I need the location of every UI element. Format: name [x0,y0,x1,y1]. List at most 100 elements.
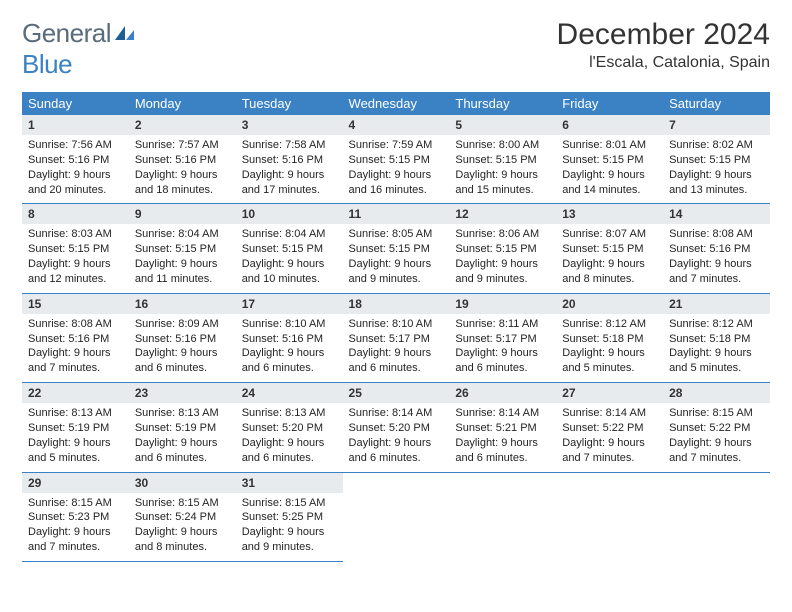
sunset-line: Sunset: 5:21 PM [455,421,550,436]
day-info: Sunrise: 8:13 AMSunset: 5:20 PMDaylight:… [236,403,343,471]
sunset-line: Sunset: 5:15 PM [562,153,657,168]
calendar-cell: 30Sunrise: 8:15 AMSunset: 5:24 PMDayligh… [129,472,236,561]
sunset-line: Sunset: 5:16 PM [28,153,123,168]
daylight-line: Daylight: 9 hours and 17 minutes. [242,168,337,198]
day-number: 14 [663,204,770,224]
day-number: 31 [236,473,343,493]
calendar-cell: 2Sunrise: 7:57 AMSunset: 5:16 PMDaylight… [129,115,236,204]
calendar-cell: 31Sunrise: 8:15 AMSunset: 5:25 PMDayligh… [236,472,343,561]
logo-part1: General [22,18,111,48]
day-number: 4 [343,115,450,135]
daylight-line: Daylight: 9 hours and 8 minutes. [135,525,230,555]
daylight-line: Daylight: 9 hours and 6 minutes. [242,346,337,376]
day-header-row: SundayMondayTuesdayWednesdayThursdayFrid… [22,92,770,115]
logo-text: GeneralBlue [22,18,135,80]
daylight-line: Daylight: 9 hours and 9 minutes. [242,525,337,555]
day-info: Sunrise: 8:14 AMSunset: 5:22 PMDaylight:… [556,403,663,471]
sunset-line: Sunset: 5:18 PM [669,332,764,347]
sunset-line: Sunset: 5:16 PM [28,332,123,347]
sunrise-line: Sunrise: 8:13 AM [242,406,337,421]
sunrise-line: Sunrise: 8:15 AM [28,496,123,511]
sunrise-line: Sunrise: 8:05 AM [349,227,444,242]
daylight-line: Daylight: 9 hours and 6 minutes. [455,436,550,466]
calendar-row: 8Sunrise: 8:03 AMSunset: 5:15 PMDaylight… [22,204,770,293]
calendar-cell: 7Sunrise: 8:02 AMSunset: 5:15 PMDaylight… [663,115,770,204]
sunrise-line: Sunrise: 7:57 AM [135,138,230,153]
day-info: Sunrise: 8:15 AMSunset: 5:22 PMDaylight:… [663,403,770,471]
day-number: 3 [236,115,343,135]
day-info: Sunrise: 8:12 AMSunset: 5:18 PMDaylight:… [663,314,770,382]
header: GeneralBlue December 2024 l'Escala, Cata… [22,18,770,80]
sunrise-line: Sunrise: 8:14 AM [455,406,550,421]
sunset-line: Sunset: 5:15 PM [562,242,657,257]
daylight-line: Daylight: 9 hours and 5 minutes. [562,346,657,376]
sunrise-line: Sunrise: 7:59 AM [349,138,444,153]
calendar-cell: 28Sunrise: 8:15 AMSunset: 5:22 PMDayligh… [663,383,770,472]
calendar-cell: 5Sunrise: 8:00 AMSunset: 5:15 PMDaylight… [449,115,556,204]
day-header: Tuesday [236,92,343,115]
day-header: Sunday [22,92,129,115]
calendar-cell: 4Sunrise: 7:59 AMSunset: 5:15 PMDaylight… [343,115,450,204]
calendar-cell [663,472,770,561]
sunrise-line: Sunrise: 8:04 AM [135,227,230,242]
day-info: Sunrise: 8:14 AMSunset: 5:20 PMDaylight:… [343,403,450,471]
day-info: Sunrise: 8:15 AMSunset: 5:24 PMDaylight:… [129,493,236,561]
daylight-line: Daylight: 9 hours and 7 minutes. [28,346,123,376]
day-info: Sunrise: 8:01 AMSunset: 5:15 PMDaylight:… [556,135,663,203]
daylight-line: Daylight: 9 hours and 20 minutes. [28,168,123,198]
sunset-line: Sunset: 5:19 PM [135,421,230,436]
sunset-line: Sunset: 5:16 PM [242,332,337,347]
day-number: 13 [556,204,663,224]
page-title: December 2024 [557,18,770,52]
daylight-line: Daylight: 9 hours and 9 minutes. [455,257,550,287]
day-info: Sunrise: 8:13 AMSunset: 5:19 PMDaylight:… [129,403,236,471]
day-number: 30 [129,473,236,493]
calendar-cell: 13Sunrise: 8:07 AMSunset: 5:15 PMDayligh… [556,204,663,293]
day-info: Sunrise: 8:10 AMSunset: 5:17 PMDaylight:… [343,314,450,382]
calendar-cell: 6Sunrise: 8:01 AMSunset: 5:15 PMDaylight… [556,115,663,204]
day-header: Saturday [663,92,770,115]
day-info: Sunrise: 7:58 AMSunset: 5:16 PMDaylight:… [236,135,343,203]
sunset-line: Sunset: 5:17 PM [455,332,550,347]
day-number: 22 [22,383,129,403]
day-number: 8 [22,204,129,224]
day-info: Sunrise: 8:02 AMSunset: 5:15 PMDaylight:… [663,135,770,203]
calendar-cell: 27Sunrise: 8:14 AMSunset: 5:22 PMDayligh… [556,383,663,472]
day-number: 5 [449,115,556,135]
sunset-line: Sunset: 5:25 PM [242,510,337,525]
sunrise-line: Sunrise: 8:13 AM [135,406,230,421]
day-number: 9 [129,204,236,224]
sunset-line: Sunset: 5:20 PM [349,421,444,436]
calendar-cell: 22Sunrise: 8:13 AMSunset: 5:19 PMDayligh… [22,383,129,472]
calendar-table: SundayMondayTuesdayWednesdayThursdayFrid… [22,92,770,562]
calendar-cell: 20Sunrise: 8:12 AMSunset: 5:18 PMDayligh… [556,293,663,382]
sunrise-line: Sunrise: 8:14 AM [562,406,657,421]
location-label: l'Escala, Catalonia, Spain [557,54,770,72]
daylight-line: Daylight: 9 hours and 6 minutes. [135,436,230,466]
daylight-line: Daylight: 9 hours and 6 minutes. [349,346,444,376]
sunset-line: Sunset: 5:15 PM [349,242,444,257]
day-info: Sunrise: 8:15 AMSunset: 5:25 PMDaylight:… [236,493,343,561]
calendar-cell [556,472,663,561]
calendar-cell: 15Sunrise: 8:08 AMSunset: 5:16 PMDayligh… [22,293,129,382]
daylight-line: Daylight: 9 hours and 6 minutes. [242,436,337,466]
daylight-line: Daylight: 9 hours and 14 minutes. [562,168,657,198]
sunrise-line: Sunrise: 8:15 AM [669,406,764,421]
sunrise-line: Sunrise: 7:58 AM [242,138,337,153]
daylight-line: Daylight: 9 hours and 6 minutes. [349,436,444,466]
sunrise-line: Sunrise: 8:12 AM [562,317,657,332]
daylight-line: Daylight: 9 hours and 16 minutes. [349,168,444,198]
calendar-cell: 18Sunrise: 8:10 AMSunset: 5:17 PMDayligh… [343,293,450,382]
sunset-line: Sunset: 5:23 PM [28,510,123,525]
day-header: Monday [129,92,236,115]
day-info: Sunrise: 8:14 AMSunset: 5:21 PMDaylight:… [449,403,556,471]
sunset-line: Sunset: 5:16 PM [135,332,230,347]
day-info: Sunrise: 7:57 AMSunset: 5:16 PMDaylight:… [129,135,236,203]
daylight-line: Daylight: 9 hours and 9 minutes. [349,257,444,287]
sunrise-line: Sunrise: 8:01 AM [562,138,657,153]
day-info: Sunrise: 8:13 AMSunset: 5:19 PMDaylight:… [22,403,129,471]
calendar-cell: 25Sunrise: 8:14 AMSunset: 5:20 PMDayligh… [343,383,450,472]
daylight-line: Daylight: 9 hours and 12 minutes. [28,257,123,287]
daylight-line: Daylight: 9 hours and 6 minutes. [135,346,230,376]
calendar-cell: 3Sunrise: 7:58 AMSunset: 5:16 PMDaylight… [236,115,343,204]
